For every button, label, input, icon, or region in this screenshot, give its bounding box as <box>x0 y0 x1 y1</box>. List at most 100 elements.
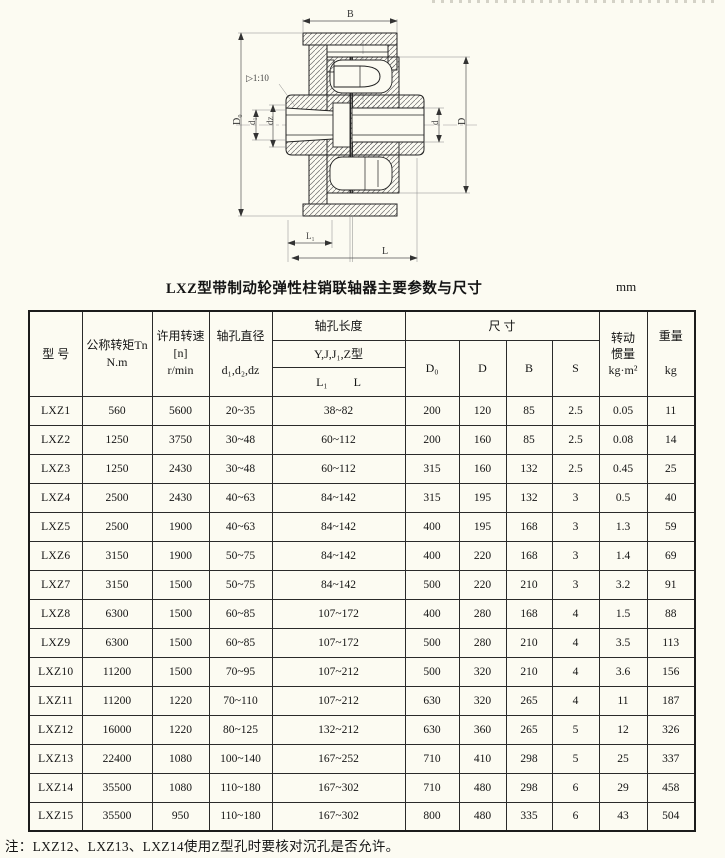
lower-pin-pocket <box>329 156 393 191</box>
cell-S: 4 <box>551 656 600 687</box>
table-row: LXZ10 11200 1500 70~95 107~212 500 320 210 4 3.6 1… <box>28 656 696 687</box>
cell-S: 6 <box>551 772 600 803</box>
page-title: LXZ型带制动轮弹性柱销联轴器主要参数与尺寸 <box>166 281 483 297</box>
col-header-bore-types: Y,J,J₁,Z型 <box>271 339 406 368</box>
cell-weight: 337 <box>646 743 696 774</box>
cell-speed: 1500 <box>151 627 210 658</box>
cell-bore_dia: 40~63 <box>208 511 273 542</box>
cell-bore_dia: 70~110 <box>208 685 273 716</box>
cell-bore_len: 84~142 <box>271 511 406 542</box>
cell-D: 195 <box>458 511 507 542</box>
coupling-section-drawing: B D₀ d₁ dz d D L₁ L <box>232 9 477 262</box>
table-row: LXZ4 2500 2430 40~63 84~142 315 195 132 3 0.5 40 <box>28 482 696 513</box>
cell-bore_len: 107~172 <box>271 598 406 629</box>
cell-D: 195 <box>458 482 507 513</box>
table-row: LXZ6 3150 1900 50~75 84~142 400 220 168 3 1.4 69 <box>28 540 696 571</box>
cell-speed: 1080 <box>151 772 210 803</box>
cell-weight: 187 <box>646 685 696 716</box>
elastic-pin <box>326 59 393 94</box>
col-header-D: D <box>458 339 507 397</box>
cell-weight: 40 <box>646 482 696 513</box>
table-row: LXZ9 6300 1500 60~85 107~172 500 280 210 4 3.5 113 <box>28 627 696 658</box>
cell-torque: 11200 <box>81 685 153 716</box>
col-header-weight: 重量 kg <box>646 310 696 397</box>
cell-B: 132 <box>505 453 553 484</box>
cell-speed: 1080 <box>151 743 210 774</box>
cell-weight: 504 <box>646 801 696 832</box>
cell-weight: 11 <box>646 395 696 426</box>
cell-model: LXZ7 <box>28 569 83 600</box>
cell-B: 210 <box>505 569 553 600</box>
cell-D0: 315 <box>404 482 460 513</box>
dim-d <box>424 107 444 143</box>
cell-speed: 3750 <box>151 424 210 455</box>
cell-inertia: 25 <box>598 743 648 774</box>
dim-label-dz: dz <box>265 117 275 126</box>
cropped-text-artifact <box>432 0 718 3</box>
cell-B: 132 <box>505 482 553 513</box>
cell-S: 5 <box>551 743 600 774</box>
cell-inertia: 3.6 <box>598 656 648 687</box>
cell-torque: 6300 <box>81 598 153 629</box>
cell-model: LXZ1 <box>28 395 83 426</box>
cell-D0: 400 <box>404 540 460 571</box>
cell-torque: 2500 <box>81 511 153 542</box>
cell-bore_len: 84~142 <box>271 540 406 571</box>
cell-inertia: 0.05 <box>598 395 648 426</box>
cell-B: 168 <box>505 540 553 571</box>
cell-bore_dia: 50~75 <box>208 569 273 600</box>
cell-torque: 22400 <box>81 743 153 774</box>
cell-bore_dia: 40~63 <box>208 482 273 513</box>
dim-label-B: B <box>347 9 354 20</box>
cell-torque: 16000 <box>81 714 153 745</box>
cell-weight: 326 <box>646 714 696 745</box>
cell-bore_len: 60~112 <box>271 453 406 484</box>
cell-D: 160 <box>458 424 507 455</box>
cell-S: 5 <box>551 714 600 745</box>
cell-S: 6 <box>551 801 600 832</box>
cell-model: LXZ10 <box>28 656 83 687</box>
cell-B: 265 <box>505 685 553 716</box>
cell-B: 210 <box>505 656 553 687</box>
cell-D0: 400 <box>404 598 460 629</box>
cell-model: LXZ8 <box>28 598 83 629</box>
taper-leader <box>278 83 296 107</box>
cell-S: 3 <box>551 569 600 600</box>
table-row: LXZ5 2500 1900 40~63 84~142 400 195 168 3 1.3 59 <box>28 511 696 542</box>
col-header-model: 型 号 <box>28 310 83 397</box>
cell-bore_len: 107~212 <box>271 656 406 687</box>
cell-torque: 1250 <box>81 453 153 484</box>
cell-D0: 500 <box>404 569 460 600</box>
cell-D: 320 <box>458 685 507 716</box>
cell-bore_len: 107~172 <box>271 627 406 658</box>
cell-S: 4 <box>551 685 600 716</box>
cell-bore_dia: 110~180 <box>208 772 273 803</box>
cell-bore_dia: 30~48 <box>208 453 273 484</box>
col-header-inertia: 转动 惯量 kg·m² <box>598 310 648 397</box>
cell-model: LXZ3 <box>28 453 83 484</box>
cell-speed: 1900 <box>151 511 210 542</box>
cell-torque: 3150 <box>81 569 153 600</box>
cell-S: 2.5 <box>551 424 600 455</box>
table-row: LXZ15 35500 950 110~180 167~302 800 480 335 6 43 5… <box>28 801 696 832</box>
cell-D0: 315 <box>404 453 460 484</box>
cell-speed: 1500 <box>151 598 210 629</box>
cell-torque: 1250 <box>81 424 153 455</box>
cell-D: 480 <box>458 772 507 803</box>
cell-D: 160 <box>458 453 507 484</box>
col-header-bore-length: 轴孔长度 <box>271 310 406 341</box>
cell-inertia: 1.5 <box>598 598 648 629</box>
cell-bore_len: 84~142 <box>271 482 406 513</box>
cell-inertia: 0.45 <box>598 453 648 484</box>
cell-weight: 25 <box>646 453 696 484</box>
cell-torque: 2500 <box>81 482 153 513</box>
cell-weight: 69 <box>646 540 696 571</box>
cell-speed: 1500 <box>151 656 210 687</box>
cell-torque: 6300 <box>81 627 153 658</box>
cell-bore_dia: 80~125 <box>208 714 273 745</box>
cell-B: 85 <box>505 395 553 426</box>
cell-torque: 35500 <box>81 801 153 832</box>
dim-label-D-flange: D <box>457 118 468 125</box>
col-header-B: B <box>505 339 553 397</box>
cell-inertia: 3.2 <box>598 569 648 600</box>
